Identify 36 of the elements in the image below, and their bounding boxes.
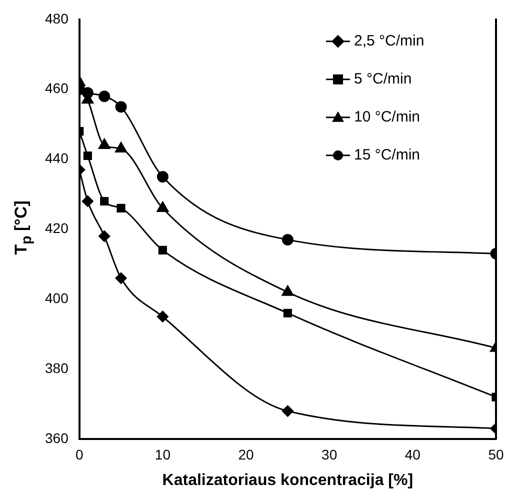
y-tick-label: 480	[45, 10, 69, 26]
y-tick-label: 460	[45, 80, 69, 96]
x-tick-label: 10	[154, 446, 171, 462]
legend-label: 5 °C/min	[354, 70, 412, 88]
legend-label: 2,5 °C/min	[354, 32, 424, 50]
point	[100, 196, 109, 206]
point	[156, 201, 169, 212]
legend-label: 15 °C/min	[354, 146, 420, 164]
y-tick-label: 400	[45, 290, 69, 306]
point	[156, 310, 168, 322]
x-tick-label: 20	[238, 446, 254, 462]
x-tick-label: 40	[404, 446, 421, 462]
point	[83, 151, 92, 160]
point	[282, 405, 294, 417]
x-tick-label: 0	[75, 446, 84, 462]
point	[98, 90, 110, 102]
legend-label: 10 °C/min	[354, 108, 420, 126]
y-tick-label: 360	[45, 430, 69, 446]
point	[98, 138, 110, 150]
point	[282, 285, 294, 296]
point	[115, 101, 127, 113]
y-tick-label: 380	[45, 360, 69, 376]
point	[283, 308, 292, 318]
point	[82, 195, 94, 207]
y-tick-label: 440	[45, 150, 69, 166]
point	[158, 246, 167, 254]
point	[115, 142, 127, 153]
y-tick-label: 420	[45, 220, 69, 236]
point	[116, 204, 126, 213]
x-tick-label: 30	[322, 446, 338, 462]
x-tick-label: 50	[488, 446, 504, 462]
x-axis-title: Katalizatoriaus koncentracija [%]	[162, 472, 414, 489]
point	[98, 230, 110, 242]
point	[156, 171, 168, 182]
point	[115, 272, 127, 284]
point	[282, 234, 294, 246]
